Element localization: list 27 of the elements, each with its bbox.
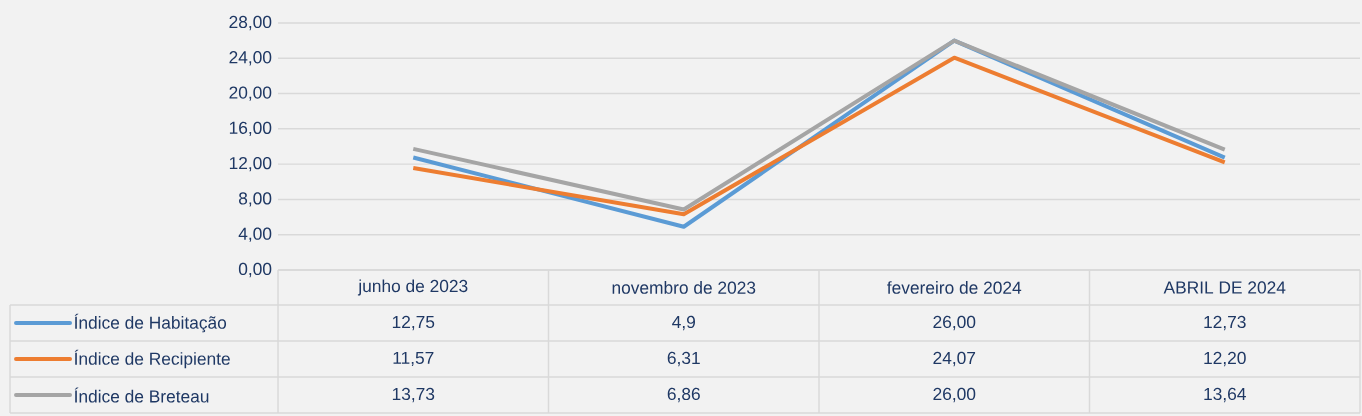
y-tick-label: 24,00 [229,51,272,66]
data-label: 6,86 [667,387,700,403]
data-label: 13,73 [392,387,435,403]
data-label: 24,07 [933,351,976,367]
data-label: 12,20 [1204,351,1246,367]
data-label: 6,31 [667,351,700,367]
data-label: 26,00 [933,315,976,331]
y-tick-label: 28,00 [229,15,272,31]
x-tick-label: ABRIL DE 2024 [1163,281,1286,294]
data-label: 12,75 [392,315,435,331]
y-tick-label: 0,00 [238,262,272,278]
legend-label: Índice de Breteau [74,387,209,403]
x-tick-label: novembro de 2023 [612,281,756,294]
y-tick-label: 4,00 [238,227,272,242]
data-label: 4,9 [672,315,695,331]
y-tick-label: 16,00 [229,121,272,137]
y-tick-label: 12,00 [229,156,272,172]
x-tick-label: fevereiro de 2024 [887,281,1022,294]
data-label: 26,00 [933,387,976,403]
x-tick-label: junho de 2023 [357,279,468,296]
y-tick-label: 20,00 [229,86,272,101]
legend-label: Índice de Recipiente [74,349,230,369]
data-label: 13,64 [1204,387,1246,403]
data-label: 11,57 [393,351,434,367]
data-label: 12,73 [1204,315,1246,331]
legend-label: Índice de Habitação [74,313,227,333]
y-tick-label: 8,00 [238,192,272,207]
